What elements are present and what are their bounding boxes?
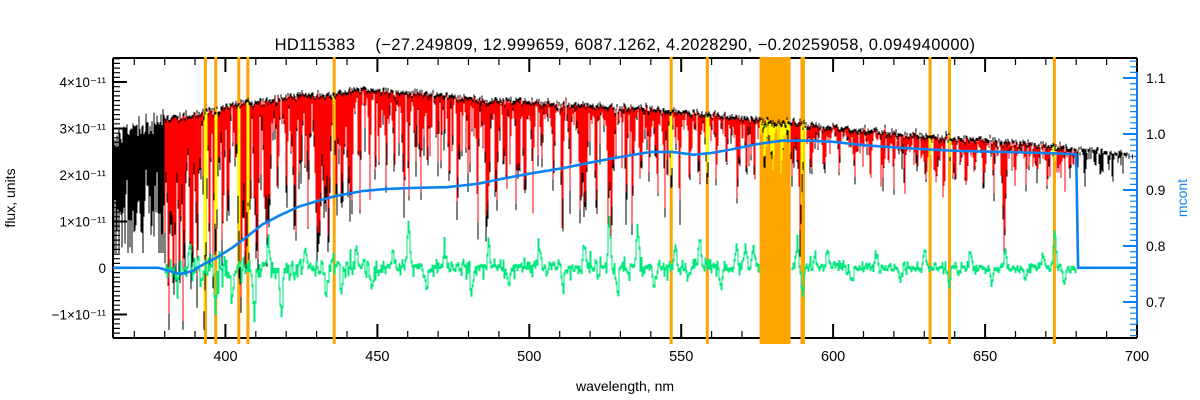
masked-line [332, 57, 336, 344]
major-ticks [113, 58, 1138, 338]
masked-line [705, 57, 709, 344]
right-axis-major-ticks [1123, 77, 1137, 303]
masked-band [759, 57, 791, 344]
masked-line [669, 57, 673, 344]
x-tick-label: 700 [1125, 349, 1149, 365]
y-axis-right-title: mcont [1174, 179, 1190, 217]
chart-title: HD115383 (−27.249809, 12.999659, 6087.12… [275, 36, 976, 54]
right-axis-minor-ticks [1130, 60, 1137, 337]
y-right-tick-label: 0.9 [1146, 182, 1166, 198]
x-tick-label: 400 [213, 349, 237, 365]
masked-line [928, 57, 932, 344]
masked-line [1052, 57, 1056, 344]
residuals-series [164, 215, 1077, 323]
x-tick-label: 650 [973, 349, 997, 365]
y-left-tick-label: 4×10⁻¹¹ [59, 75, 106, 90]
y-left-tick-label: 1×10⁻¹¹ [59, 215, 106, 230]
masked-line [800, 57, 805, 344]
y-left-tick-label: 0 [98, 261, 106, 276]
x-tick-label: 550 [669, 349, 693, 365]
x-tick-label: 450 [365, 349, 389, 365]
masked-line [948, 57, 951, 344]
y-right-tick-label: 0.7 [1146, 294, 1166, 310]
y-axis-left-title: flux, units [2, 168, 18, 227]
x-tick-label: 600 [821, 349, 845, 365]
y-right-tick-label: 1.1 [1146, 70, 1166, 86]
x-axis-title: wavelength, nm [575, 378, 674, 394]
flagged-pixels-series [203, 95, 1057, 312]
x-tick-label: 500 [517, 349, 541, 365]
y-left-tick-label: 2×10⁻¹¹ [59, 168, 106, 183]
y-left-tick-label: 3×10⁻¹¹ [59, 122, 106, 137]
y-left-tick-label: −1×10⁻¹¹ [52, 308, 107, 323]
y-right-tick-label: 0.8 [1146, 238, 1166, 254]
model-spectrum-series [164, 89, 1077, 322]
mcont-curve-series [113, 139, 1137, 276]
y-right-tick-label: 1.0 [1146, 126, 1166, 142]
